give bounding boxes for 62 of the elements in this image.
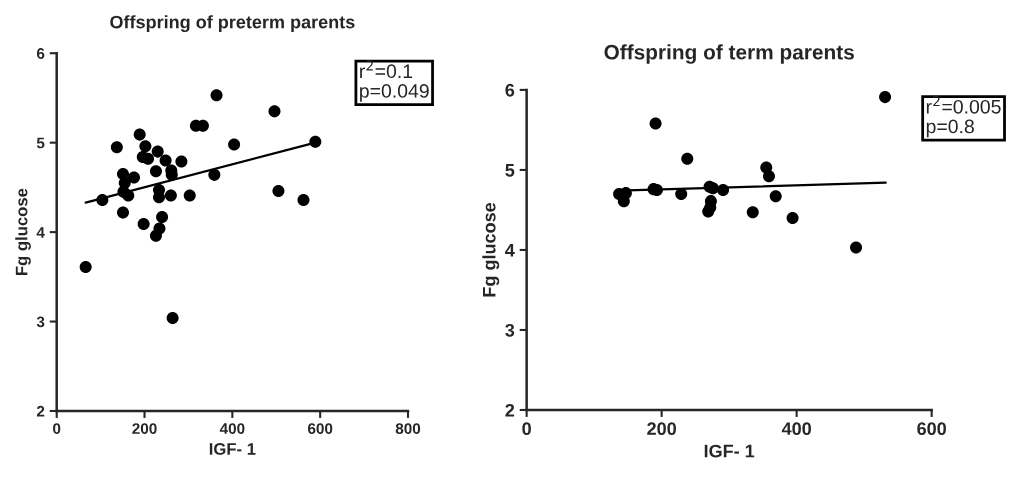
y-tick-label: 2 xyxy=(505,403,515,417)
point xyxy=(309,135,322,148)
point xyxy=(681,152,694,165)
annotation: r$^{2}$=0.005 p=0.8 xyxy=(926,95,1001,138)
point xyxy=(110,141,123,154)
x-tick-label: 800 xyxy=(395,423,421,435)
y-tick-label: 4 xyxy=(36,227,45,238)
y-tick-label: 5 xyxy=(505,164,515,177)
point xyxy=(210,89,223,102)
y-axis-title: Fg glucose xyxy=(482,202,500,297)
y-tick-label: 2 xyxy=(36,405,45,417)
chart-title: Offspring of preterm parents xyxy=(110,15,355,33)
point xyxy=(166,311,179,324)
point xyxy=(137,218,150,231)
point xyxy=(133,128,146,141)
point xyxy=(786,211,799,224)
point xyxy=(183,189,196,202)
point xyxy=(156,210,169,223)
x-tick-label: 200 xyxy=(132,423,157,435)
point xyxy=(649,117,662,130)
point xyxy=(79,260,92,273)
point xyxy=(139,140,152,153)
point xyxy=(268,105,281,118)
y-tick-label: 3 xyxy=(505,323,515,337)
point xyxy=(297,193,310,206)
y-tick-label: 6 xyxy=(36,48,45,59)
y-tick-label: 4 xyxy=(505,244,515,257)
point xyxy=(769,190,782,203)
point xyxy=(717,183,730,196)
x-tick-label: 400 xyxy=(781,422,811,436)
point xyxy=(879,91,892,104)
annotation: r$^{2}$=0.1 p=0.049 xyxy=(360,60,429,102)
y-tick-label: 5 xyxy=(36,137,45,149)
point xyxy=(149,165,162,178)
x-tick-label: 200 xyxy=(647,422,676,436)
point xyxy=(175,155,188,168)
point xyxy=(228,138,241,151)
point xyxy=(746,206,759,219)
point xyxy=(164,189,177,202)
x-tick-label: 600 xyxy=(917,422,946,436)
point xyxy=(762,170,775,183)
point xyxy=(272,184,285,197)
x-tick-label: 400 xyxy=(219,423,245,435)
point xyxy=(151,145,164,158)
point xyxy=(116,206,130,219)
point xyxy=(153,222,166,235)
point xyxy=(850,241,863,254)
point xyxy=(159,154,172,167)
y-tick-label: 3 xyxy=(36,316,45,328)
point xyxy=(122,189,135,202)
x-tick-label: 0 xyxy=(53,423,61,435)
point xyxy=(96,193,109,206)
x-tick-label: 0 xyxy=(522,422,531,436)
point xyxy=(208,168,221,181)
x-tick-label: 600 xyxy=(307,423,333,435)
y-axis-title: Fg glucose xyxy=(15,188,31,275)
x-axis-title: IGF- 1 xyxy=(704,444,755,458)
x-axis-title: IGF- 1 xyxy=(209,443,256,455)
point xyxy=(702,205,715,218)
chart-title: Offspring of term parents xyxy=(604,44,854,64)
point xyxy=(127,171,140,184)
y-tick-label: 6 xyxy=(505,83,515,97)
